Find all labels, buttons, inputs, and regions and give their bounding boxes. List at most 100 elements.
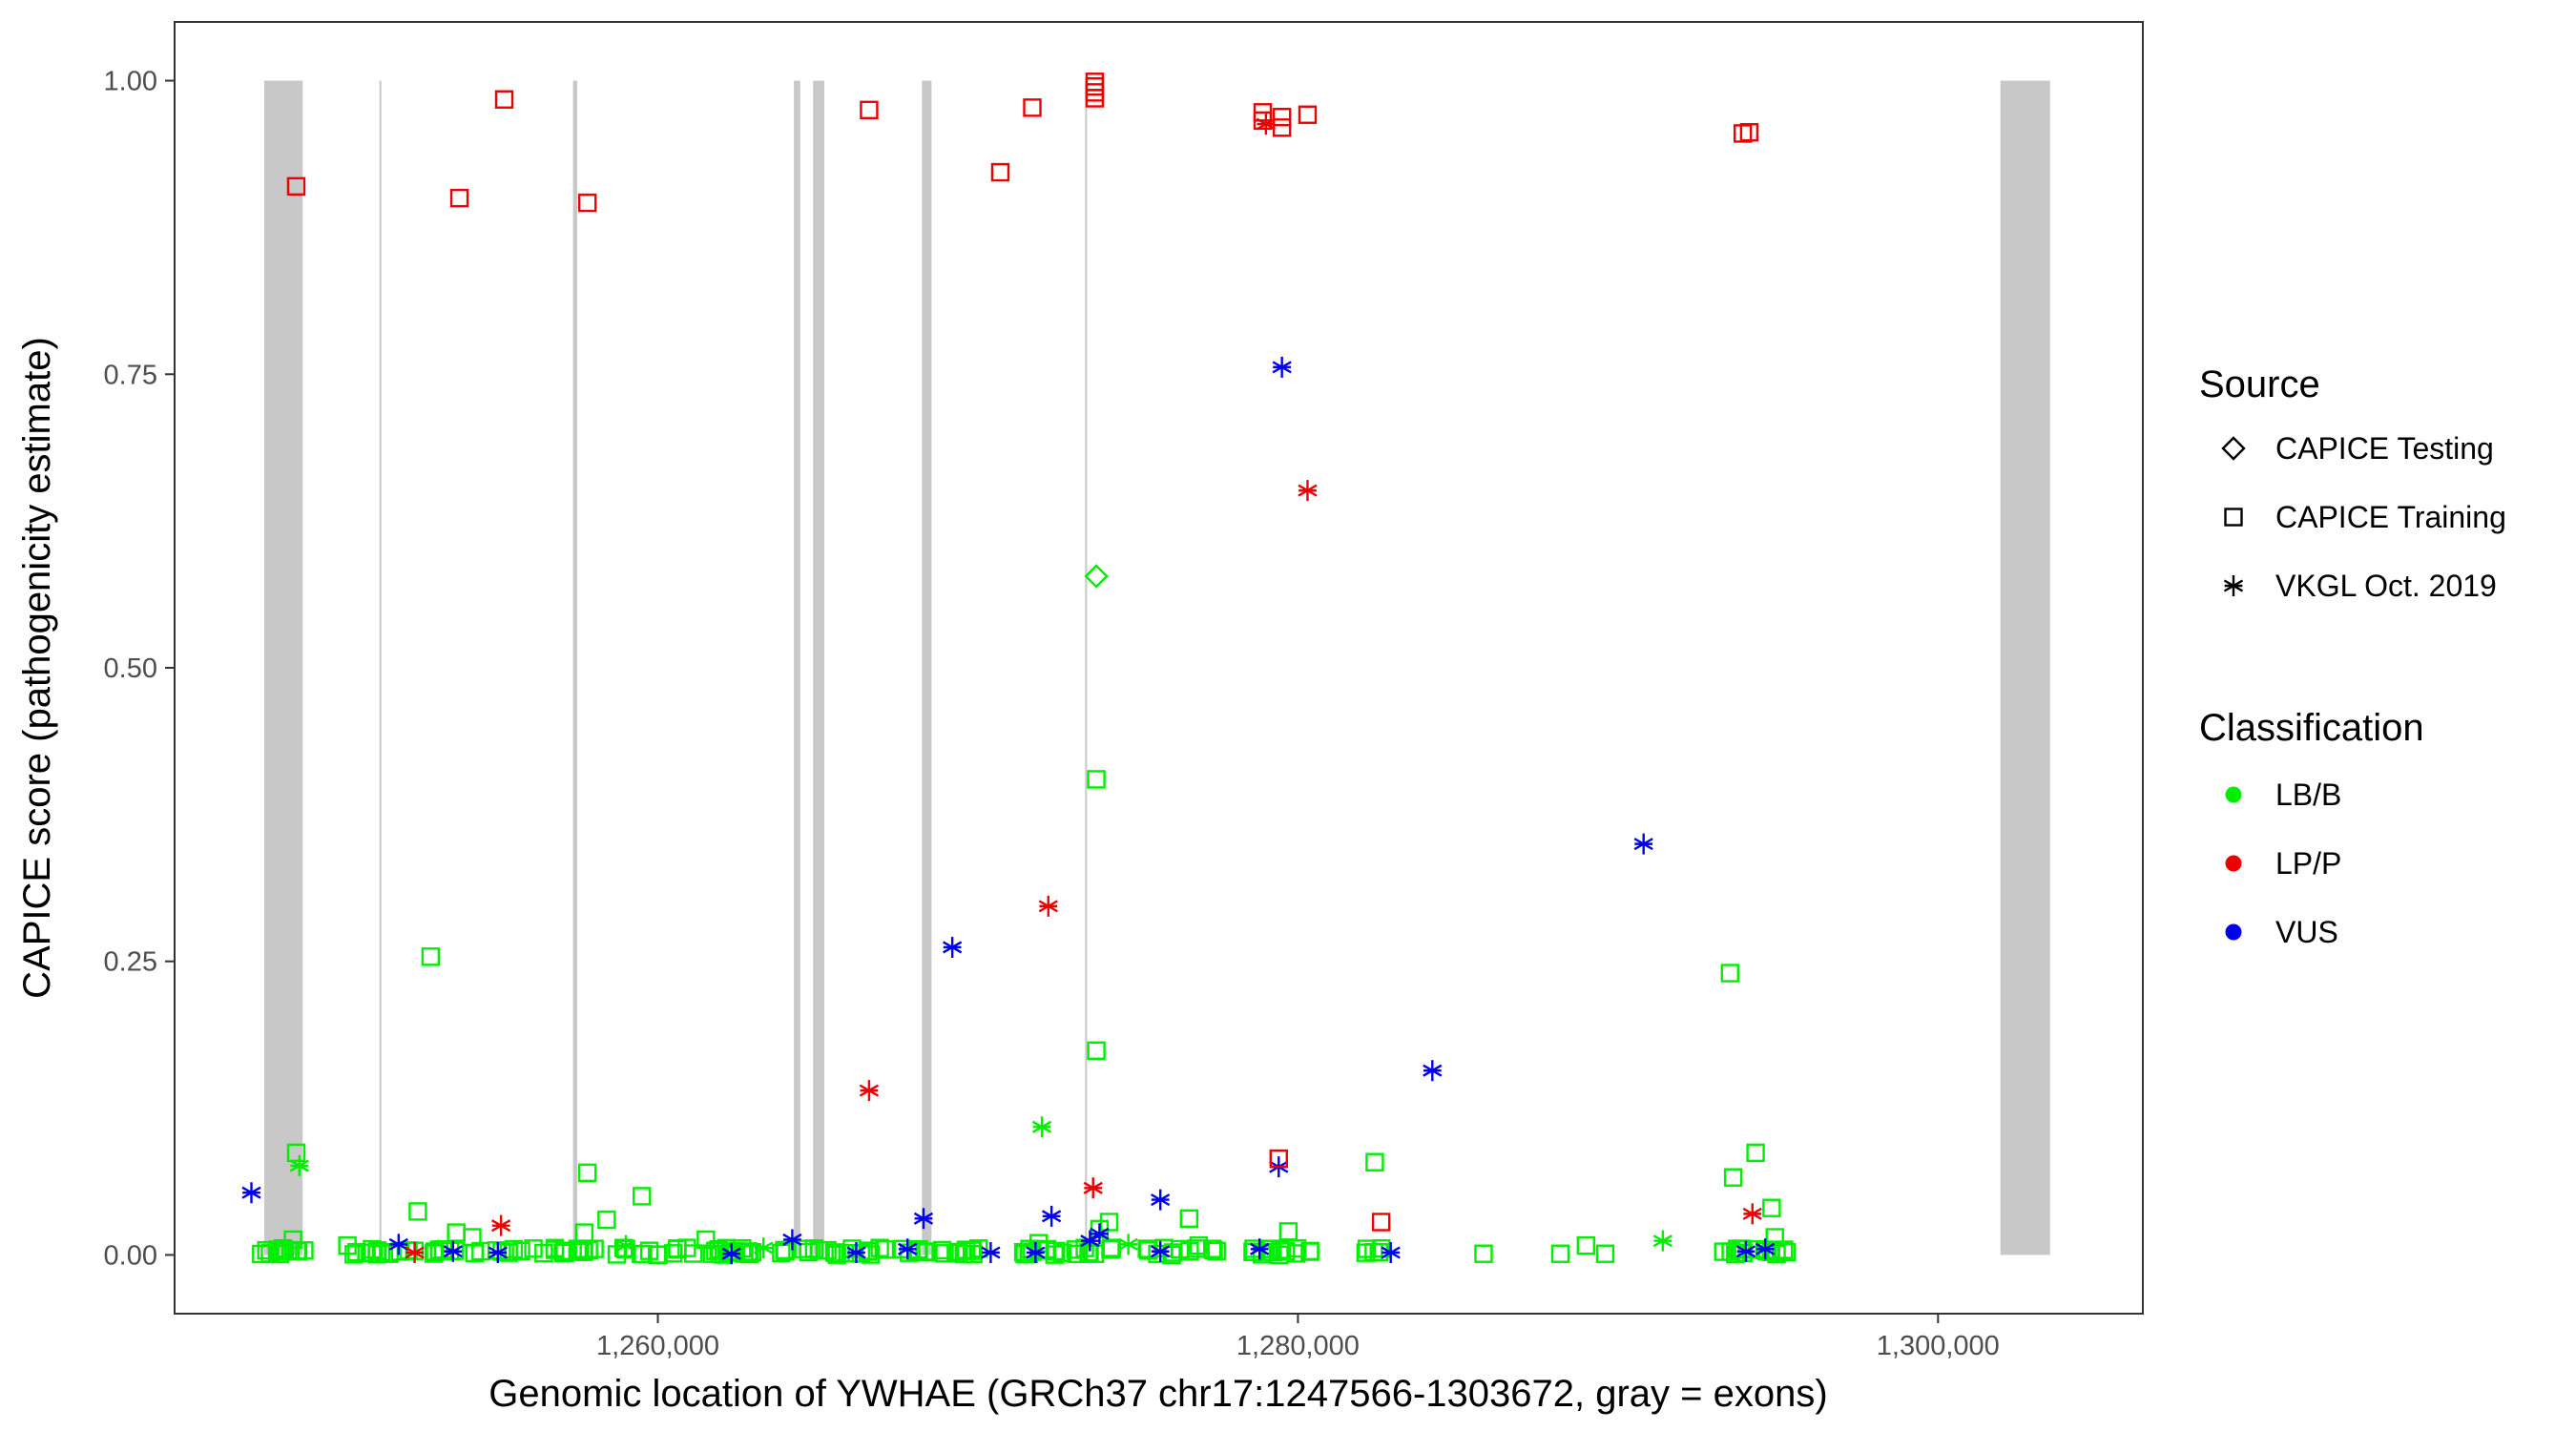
point-vus-asterisk xyxy=(782,1229,802,1251)
point-lb-b-square xyxy=(585,1239,604,1258)
point-lp-p-square xyxy=(1272,108,1292,127)
point-lb-b-square xyxy=(842,1239,862,1258)
exon-bands xyxy=(263,80,2050,1255)
legend-key-square xyxy=(2224,508,2243,527)
y-tick-label: 1.00 xyxy=(104,67,157,97)
point-vus-asterisk xyxy=(1755,1238,1776,1260)
point-lb-b-square xyxy=(1762,1198,1781,1217)
point-lb-b-square xyxy=(545,1238,565,1257)
point-lb-b-square xyxy=(524,1239,543,1258)
point-lb-b-square xyxy=(1179,1209,1199,1228)
point-vus-asterisk xyxy=(388,1234,408,1255)
point-lb-b-square xyxy=(862,1245,881,1264)
point-lb-b-square xyxy=(257,1240,276,1260)
point-lb-b-square xyxy=(1087,1041,1106,1060)
point-lb-b-square xyxy=(1595,1244,1615,1263)
y-tick-label: 0.25 xyxy=(104,947,157,978)
point-lp-p-asterisk xyxy=(1256,114,1277,135)
point-lb-b-square xyxy=(1474,1244,1493,1263)
point-lb-b-square xyxy=(338,1235,357,1255)
point-vus-asterisk xyxy=(488,1241,508,1263)
point-lb-b-square xyxy=(772,1243,791,1263)
exon-band xyxy=(379,80,382,1255)
x-tick-label: 1,300,000 xyxy=(1877,1331,2000,1361)
point-lb-b-square xyxy=(271,1242,291,1261)
point-lb-b-square xyxy=(252,1244,271,1264)
point-lb-b-square xyxy=(633,1187,652,1206)
exon-band xyxy=(922,80,932,1255)
legend: Source CAPICE Testing CAPICE Training VKGL … xyxy=(2199,363,2506,949)
point-lb-b-asterisk xyxy=(1031,1116,1052,1138)
point-vus-asterisk xyxy=(846,1241,866,1263)
legend-title-classification: Classification xyxy=(2199,707,2424,749)
point-vus-asterisk xyxy=(981,1241,1001,1263)
y-axis: 0.00 0.25 0.50 0.75 1.00 xyxy=(104,67,175,1271)
point-lb-b-square xyxy=(875,1240,895,1259)
point-lb-b-square xyxy=(1066,1240,1086,1259)
point-lb-b-square xyxy=(367,1245,386,1264)
point-lp-p-square xyxy=(1371,1213,1391,1232)
legend-label-source: VKGL Oct. 2019 xyxy=(2275,569,2497,603)
point-lb-b-square xyxy=(1189,1235,1209,1255)
point-lb-b-square xyxy=(809,1240,829,1260)
legend-label-classification: VUS xyxy=(2275,915,2338,949)
legend-label-classification: LB/B xyxy=(2275,778,2341,812)
point-lb-b-square xyxy=(804,1239,824,1258)
exon-band xyxy=(813,80,824,1255)
y-tick-label: 0.00 xyxy=(104,1240,157,1271)
y-axis-title: CAPICE score (pathogenicity estimate) xyxy=(16,337,58,999)
point-lb-b-square xyxy=(270,1244,289,1264)
point-lp-p-square xyxy=(286,176,306,197)
point-lb-b-square xyxy=(487,1241,507,1260)
point-vus-asterisk xyxy=(1080,1230,1100,1252)
exon-band xyxy=(2000,80,2050,1255)
point-lb-b-square xyxy=(463,1228,482,1247)
point-vus-asterisk xyxy=(721,1243,741,1265)
point-lp-p-square xyxy=(1298,105,1318,124)
point-lb-b-square xyxy=(1746,1143,1765,1163)
point-lb-b-square xyxy=(597,1210,616,1230)
point-vus-asterisk xyxy=(1026,1241,1046,1263)
point-lb-b-square xyxy=(664,1244,683,1263)
point-vus-asterisk xyxy=(1633,833,1653,855)
point-vus-asterisk xyxy=(913,1208,934,1230)
point-lb-b-square xyxy=(932,1240,952,1260)
x-axis-title: Genomic location of YWHAE (GRCh37 chr17:… xyxy=(488,1373,1827,1415)
point-lb-b-square xyxy=(696,1230,716,1250)
point-lb-b-square xyxy=(799,1242,819,1262)
point-lb-b-square xyxy=(1765,1228,1784,1247)
exon-band xyxy=(572,80,577,1255)
point-lb-b-square xyxy=(571,1240,590,1260)
point-lb-b-square xyxy=(918,1242,937,1262)
y-tick-label: 0.75 xyxy=(104,360,157,390)
point-vus-asterisk xyxy=(1423,1060,1443,1082)
point-lb-b-square xyxy=(534,1243,553,1263)
point-lb-b-square xyxy=(1087,770,1106,789)
point-lp-p-square xyxy=(1085,73,1105,92)
point-vus-asterisk xyxy=(1381,1241,1401,1263)
point-lp-p-square xyxy=(1023,98,1042,117)
point-lp-p-asterisk xyxy=(491,1214,511,1236)
legend-key-diamond xyxy=(2221,436,2246,461)
point-lb-b-square xyxy=(969,1239,988,1258)
point-lb-b-asterisk xyxy=(754,1237,774,1259)
point-lb-b-square xyxy=(1300,1241,1319,1261)
point-lp-p-square xyxy=(1733,124,1753,143)
point-lb-b-square xyxy=(574,1223,594,1242)
point-lb-b-diamond xyxy=(1084,564,1109,589)
point-lp-p-square xyxy=(860,100,879,120)
point-lb-b-square xyxy=(357,1243,376,1263)
x-tick-label: 1,280,000 xyxy=(1236,1331,1360,1361)
point-lp-p-square xyxy=(1269,1149,1288,1169)
exon-band xyxy=(794,80,800,1255)
point-vus-asterisk xyxy=(443,1240,463,1262)
point-vus-asterisk xyxy=(1151,1189,1171,1211)
point-lb-b-square xyxy=(1723,1168,1743,1187)
point-lp-p-square xyxy=(494,90,514,109)
point-lp-p-square xyxy=(990,162,1010,182)
point-vus-asterisk xyxy=(1272,356,1292,378)
point-lb-b-square xyxy=(286,1143,306,1163)
legend-key-dot xyxy=(2225,786,2242,803)
point-lb-b-asterisk xyxy=(289,1154,309,1176)
